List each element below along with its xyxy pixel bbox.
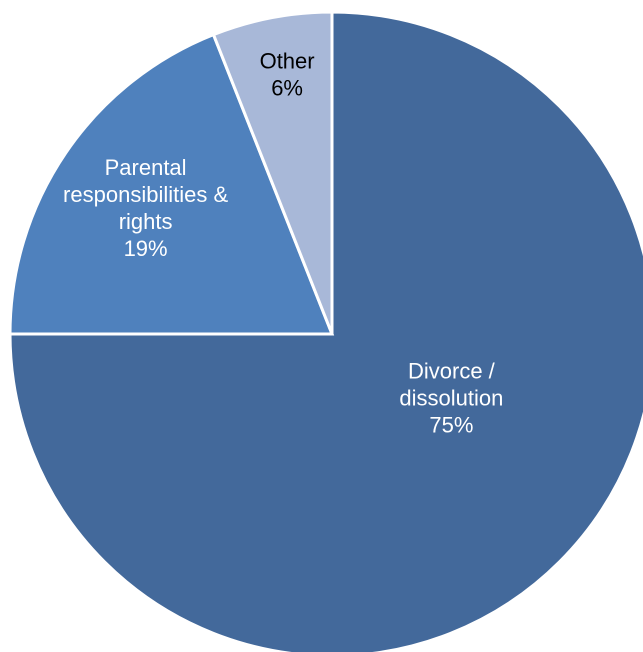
slice-label-1: Parental responsibilities & rights 19% (63, 155, 228, 261)
slice-label-2: Other 6% (260, 48, 315, 100)
slice-label-line-0-1: dissolution (399, 386, 503, 411)
slice-label-0: Divorce / dissolution 75% (399, 359, 503, 438)
pie-slice-1 (8, 32, 335, 336)
slice-label-line-0-0: Divorce / (408, 359, 496, 384)
slice-label-line-1-1: responsibilities & (63, 182, 228, 207)
slice-percent-1: 19% (124, 236, 168, 261)
slice-percent-0: 75% (429, 413, 473, 438)
slice-label-line-2-0: Other (260, 48, 315, 73)
pie-slice-2 (211, 10, 334, 335)
slice-label-line-1-0: Parental (105, 155, 187, 180)
slice-label-line-1-2: rights (119, 209, 173, 234)
slice-percent-2: 6% (271, 75, 303, 100)
pie-slice-0 (8, 10, 643, 652)
